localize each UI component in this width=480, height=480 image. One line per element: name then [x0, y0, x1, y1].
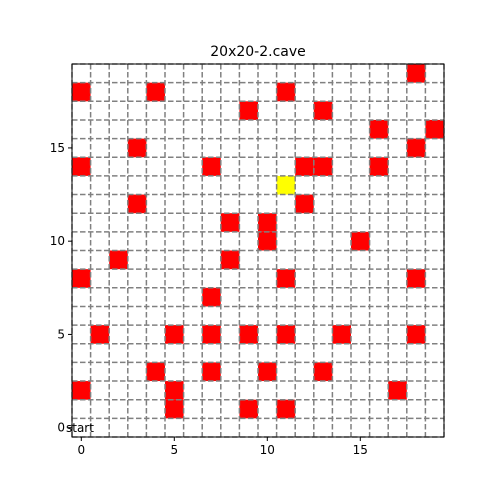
- x-tick-label: 5: [170, 443, 178, 457]
- wall-cell: [146, 362, 165, 382]
- wall-cell: [72, 82, 91, 102]
- wall-cell: [220, 213, 240, 232]
- wall-cell: [165, 381, 184, 400]
- y-tick-label: 10: [50, 234, 65, 248]
- wall-cell: [406, 269, 426, 288]
- goal-cell: [276, 175, 296, 195]
- wall-cell: [202, 157, 221, 176]
- wall-cell: [406, 64, 426, 83]
- wall-cell: [127, 138, 147, 158]
- wall-cell: [351, 231, 370, 251]
- y-tick-label: 5: [57, 327, 65, 341]
- wall-cell: [258, 231, 277, 251]
- x-tick-label: 0: [77, 443, 85, 457]
- wall-cell: [146, 82, 165, 102]
- wall-cell: [239, 399, 258, 419]
- wall-cell: [239, 101, 258, 120]
- wall-cell: [239, 325, 258, 344]
- wall-cell: [313, 101, 333, 120]
- wall-cell: [258, 213, 277, 232]
- wall-cell: [425, 119, 444, 139]
- wall-cell: [295, 157, 314, 176]
- wall-cell: [72, 157, 91, 176]
- y-tick-label: 15: [50, 141, 65, 155]
- wall-cell: [406, 325, 426, 344]
- wall-cell: [332, 325, 351, 344]
- y-tick-label: 0: [57, 421, 65, 435]
- wall-cell: [127, 194, 147, 214]
- start-label: start: [66, 421, 94, 435]
- axes-frame: [71, 63, 445, 438]
- wall-cell: [258, 362, 277, 382]
- wall-cell: [90, 325, 110, 344]
- wall-cell: [276, 399, 296, 419]
- wall-cell: [202, 287, 221, 307]
- wall-cell: [72, 381, 91, 400]
- wall-cell: [220, 250, 240, 270]
- wall-cell: [109, 250, 128, 270]
- wall-cell: [276, 269, 296, 288]
- wall-cell: [369, 157, 389, 176]
- plot-title: 20x20-2.cave: [210, 44, 306, 60]
- x-tick-label: 15: [353, 443, 368, 457]
- wall-cell: [295, 194, 314, 214]
- wall-cell: [276, 82, 296, 102]
- wall-cell: [165, 325, 184, 344]
- wall-cell: [202, 362, 221, 382]
- wall-cell: [165, 399, 184, 419]
- wall-cell: [369, 119, 389, 139]
- wall-cell: [388, 381, 407, 400]
- wall-cell: [313, 362, 333, 382]
- wall-cell: [276, 325, 296, 344]
- x-tick-label: 10: [260, 443, 275, 457]
- wall-cell: [72, 269, 91, 288]
- wall-cell: [406, 138, 426, 158]
- wall-cell: [313, 157, 333, 176]
- plot-area: 0 5 10 15 0 5 10 15: [50, 63, 445, 457]
- wall-cell: [202, 325, 221, 344]
